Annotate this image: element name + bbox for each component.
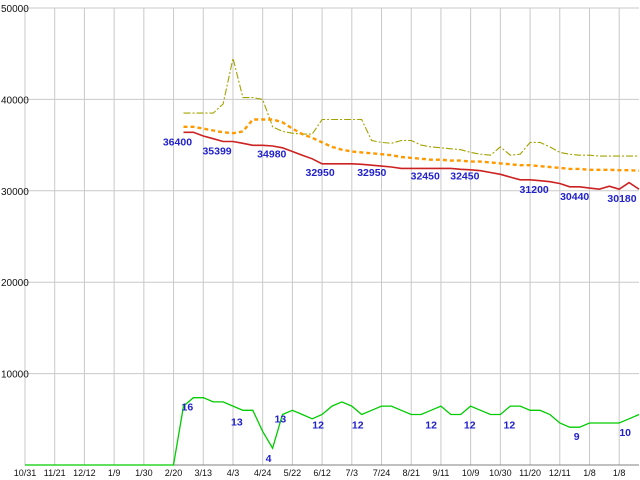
price-label: 35399 bbox=[202, 145, 231, 157]
y-axis-tick-label: 20000 bbox=[1, 278, 29, 289]
x-axis-labels: 10/31 11/21 12/12 1/9 1/30 2/20 3/13 4/3 4/24 5/2… bbox=[14, 468, 626, 478]
x-axis-tick-label: 9/11 bbox=[433, 468, 450, 478]
x-axis-tick-label: 12/11 bbox=[549, 468, 571, 478]
shop-count-label: 12 bbox=[504, 420, 516, 432]
series-lowest-price bbox=[183, 131, 640, 191]
x-axis-tick-label: 5/22 bbox=[284, 468, 302, 478]
x-axis-tick-label: 1/8 bbox=[613, 468, 626, 478]
x-axis-tick-label: 4/24 bbox=[254, 468, 272, 478]
price-label: 30440 bbox=[560, 191, 589, 203]
x-axis-tick-label: 10/31 bbox=[14, 468, 37, 478]
price-annotations: 36400 35399 34980 32950 32950 32450 32450 31200… bbox=[163, 136, 637, 205]
x-axis-tick-label: 7/24 bbox=[373, 468, 391, 478]
grid bbox=[24, 7, 639, 465]
x-axis-tick-label: 8/21 bbox=[402, 468, 420, 478]
shop-count-label: 13 bbox=[275, 413, 287, 425]
price-label: 36400 bbox=[163, 136, 192, 148]
price-label: 32450 bbox=[450, 170, 479, 182]
x-axis-tick-label: 3/13 bbox=[194, 468, 212, 478]
x-axis-tick-label: 10/30 bbox=[489, 468, 512, 478]
x-axis-tick-label: 11/20 bbox=[519, 468, 541, 478]
shop-count-label: 9 bbox=[574, 431, 580, 443]
shop-count-label: 12 bbox=[464, 420, 476, 432]
x-axis-tick-label: 1/9 bbox=[108, 468, 121, 478]
shop-count-label: 16 bbox=[182, 402, 194, 414]
x-axis-tick-label: 6/12 bbox=[313, 468, 331, 478]
price-label: 30180 bbox=[607, 193, 636, 205]
price-label: 31200 bbox=[520, 184, 549, 196]
price-label: 32450 bbox=[411, 170, 440, 182]
x-axis-tick-label: 11/21 bbox=[44, 468, 66, 478]
series-highest-price bbox=[183, 58, 639, 157]
price-label: 34980 bbox=[257, 148, 286, 160]
y-axis-tick-label: 40000 bbox=[1, 95, 29, 106]
y-axis-tick-label: 30000 bbox=[1, 187, 29, 198]
price-label: 32950 bbox=[357, 167, 386, 179]
shop-count-label: 10 bbox=[619, 427, 631, 439]
shop-count-label: 12 bbox=[352, 420, 364, 432]
shop-count-annotations: 16 13 4 13 12 12 12 12 12 9 10 bbox=[182, 402, 632, 465]
series-shop-count bbox=[25, 397, 640, 466]
x-axis-tick-label: 12/12 bbox=[73, 468, 96, 478]
shop-count-label: 12 bbox=[425, 420, 437, 432]
x-axis-tick-label: 1/30 bbox=[135, 468, 153, 478]
x-axis-tick-label: 1/8 bbox=[583, 468, 596, 478]
shop-count-label: 12 bbox=[312, 420, 324, 432]
series-average-price bbox=[183, 118, 640, 172]
price-label: 32950 bbox=[305, 167, 334, 179]
shop-count-label: 4 bbox=[266, 453, 272, 465]
y-axis-tick-label: 10000 bbox=[1, 370, 29, 381]
x-axis-tick-label: 7/3 bbox=[346, 468, 359, 478]
y-axis-labels: 10000 20000 30000 40000 50000 bbox=[1, 4, 29, 381]
shop-count-label: 13 bbox=[231, 416, 243, 428]
x-axis-tick-label: 10/9 bbox=[462, 468, 480, 478]
y-axis-tick-label: 50000 bbox=[1, 4, 29, 15]
x-axis-tick-label: 4/3 bbox=[227, 468, 240, 478]
x-axis-tick-label: 2/20 bbox=[165, 468, 183, 478]
